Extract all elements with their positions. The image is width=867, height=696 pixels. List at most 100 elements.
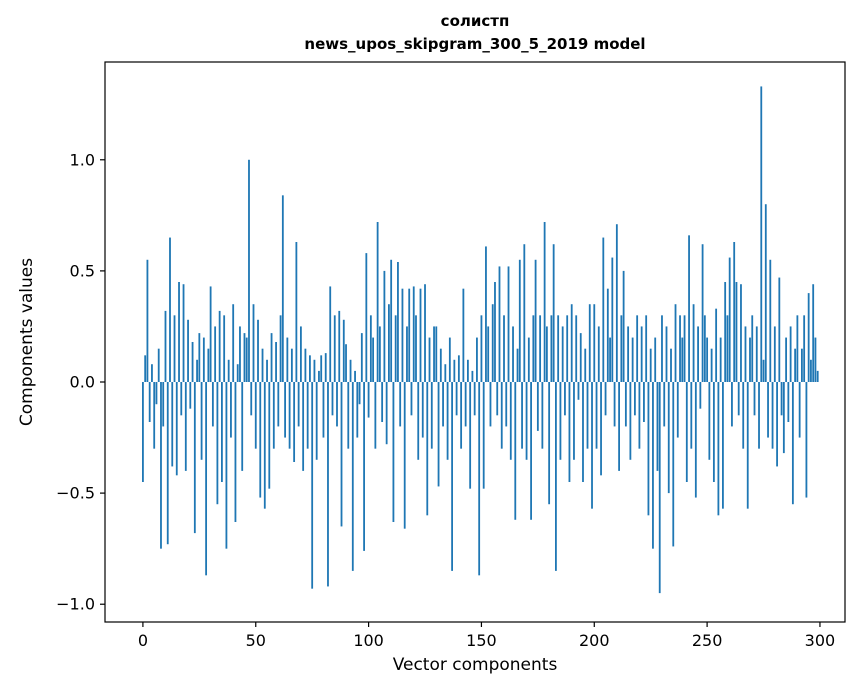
bar xyxy=(782,382,785,454)
bar xyxy=(482,382,485,489)
bar xyxy=(478,382,481,576)
bar xyxy=(412,286,415,382)
bar xyxy=(202,337,205,382)
bar xyxy=(211,382,214,427)
bar xyxy=(685,382,688,482)
bar xyxy=(178,282,180,382)
bar xyxy=(442,382,444,427)
bar xyxy=(498,266,501,382)
bar xyxy=(426,382,429,516)
bar xyxy=(812,284,815,382)
bar xyxy=(480,315,483,382)
bar xyxy=(647,382,650,516)
bar xyxy=(701,244,704,382)
bar xyxy=(746,382,749,509)
bar xyxy=(281,195,284,382)
bar xyxy=(521,382,523,449)
bar xyxy=(462,288,465,382)
bar xyxy=(421,382,424,438)
bar xyxy=(534,259,537,382)
bar xyxy=(252,304,255,382)
bar xyxy=(530,382,532,520)
bar xyxy=(656,382,659,471)
bar xyxy=(803,315,806,382)
bar xyxy=(602,237,605,382)
bar xyxy=(728,257,731,382)
bar xyxy=(261,348,264,382)
bar xyxy=(417,382,420,460)
bar xyxy=(586,382,589,449)
bar xyxy=(356,382,359,438)
bar xyxy=(180,382,183,416)
bar xyxy=(471,370,474,382)
bar xyxy=(223,315,226,382)
x-ticks-group: 0 50 100 150 200 250 300 xyxy=(138,622,835,650)
x-tick-label: 0 xyxy=(138,631,148,650)
bar xyxy=(388,304,390,382)
bar xyxy=(437,382,440,487)
bar xyxy=(157,348,160,382)
bar xyxy=(573,382,575,460)
bar xyxy=(762,359,765,382)
bar xyxy=(532,315,535,382)
bar xyxy=(577,382,580,400)
bar xyxy=(272,382,275,449)
bar xyxy=(672,382,675,547)
bar xyxy=(254,382,257,449)
bar xyxy=(394,315,397,382)
bar xyxy=(295,242,298,382)
bar xyxy=(810,359,812,382)
bar xyxy=(688,235,690,382)
bar xyxy=(591,382,593,509)
bar xyxy=(609,337,611,382)
bar xyxy=(424,284,426,382)
bar xyxy=(248,159,250,382)
bar xyxy=(737,382,740,416)
bar xyxy=(476,337,478,382)
bar xyxy=(342,319,345,382)
bar xyxy=(234,382,237,522)
bar xyxy=(340,382,343,527)
bar xyxy=(225,382,228,549)
bar xyxy=(338,310,341,382)
bar xyxy=(749,337,751,382)
bar xyxy=(771,382,774,449)
bar xyxy=(550,315,553,382)
bar xyxy=(433,326,435,382)
bar xyxy=(221,382,223,482)
bar xyxy=(351,382,354,571)
bar xyxy=(406,326,408,382)
bar xyxy=(173,315,176,382)
bar xyxy=(279,315,282,382)
bar xyxy=(245,337,248,382)
bar xyxy=(311,382,314,589)
bar xyxy=(277,382,280,427)
bar xyxy=(288,382,291,449)
bar xyxy=(374,382,377,449)
bar xyxy=(715,308,718,382)
bar xyxy=(753,382,756,416)
bar xyxy=(390,259,393,382)
bar xyxy=(710,348,713,382)
bar xyxy=(496,382,499,416)
bar xyxy=(816,370,819,382)
bar xyxy=(798,382,801,438)
bar xyxy=(514,382,517,520)
bar xyxy=(182,284,185,382)
bar xyxy=(399,382,402,427)
bar xyxy=(218,310,221,382)
bar xyxy=(230,382,232,438)
bar xyxy=(559,382,562,460)
bar xyxy=(755,326,758,382)
bar xyxy=(200,382,203,460)
bar xyxy=(162,382,165,427)
bar xyxy=(309,355,311,382)
bar xyxy=(582,382,584,482)
bar xyxy=(148,382,151,422)
bar xyxy=(448,337,451,382)
bar xyxy=(773,326,776,382)
bar xyxy=(485,246,487,382)
bar xyxy=(383,270,386,382)
bar xyxy=(633,382,636,416)
